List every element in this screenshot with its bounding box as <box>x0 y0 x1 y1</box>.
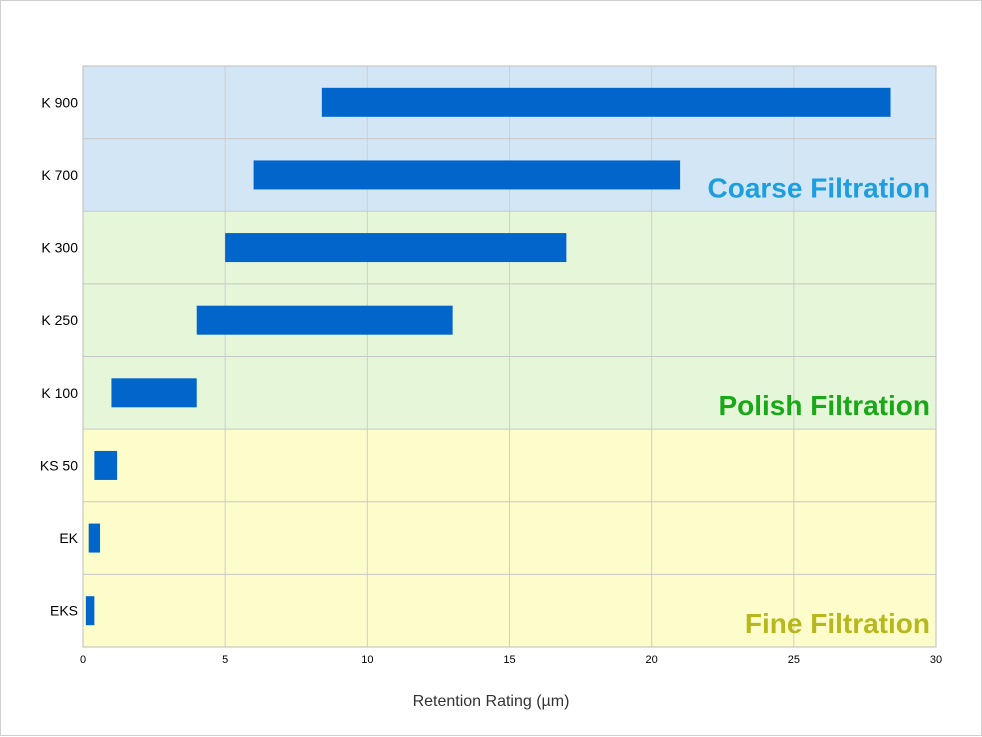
zone-label-1: Polish Filtration <box>718 390 930 421</box>
tick-labels: 0 5 10 15 20 25 30 <box>80 654 942 666</box>
bar-ks-50 <box>94 450 118 480</box>
plot-area-border <box>82 65 937 648</box>
x-tick-label: 15 <box>503 654 515 666</box>
zone-label-0: Coarse Filtration <box>708 172 930 203</box>
category-label: K 300 <box>41 240 78 256</box>
category-label: EK <box>59 530 78 546</box>
zone-labels: Coarse Filtration Polish Filtration Fine F… <box>708 172 930 639</box>
bar-ek <box>88 523 101 553</box>
x-tick-label: 30 <box>930 654 942 666</box>
bar-eks <box>85 596 95 626</box>
category-label: K 700 <box>41 167 78 183</box>
category-label: K 250 <box>41 312 78 328</box>
zone-label-2: Fine Filtration <box>745 608 930 639</box>
bar-k-300 <box>225 233 567 263</box>
x-tick-label: 10 <box>361 654 373 666</box>
bars-layer <box>85 87 891 626</box>
bar-k-900 <box>321 87 891 117</box>
bar-k-250 <box>196 305 453 335</box>
bar-k-700 <box>253 160 681 190</box>
x-tick-label: 5 <box>222 654 228 666</box>
category-label: EKS <box>50 603 78 619</box>
x-axis-title: Retention Rating (µm) <box>413 693 570 710</box>
category-label: K 100 <box>41 385 78 401</box>
category-label: KS 50 <box>40 457 78 473</box>
x-tick-label: 0 <box>80 654 86 666</box>
x-tick-label: 20 <box>646 654 658 666</box>
category-labels: K 900 K 700 K 300 K 250 K 100 KS 50 EK EKS <box>40 94 79 618</box>
x-tick-label: 25 <box>788 654 800 666</box>
bar-k-100 <box>111 378 197 408</box>
category-label: K 900 <box>41 94 78 110</box>
